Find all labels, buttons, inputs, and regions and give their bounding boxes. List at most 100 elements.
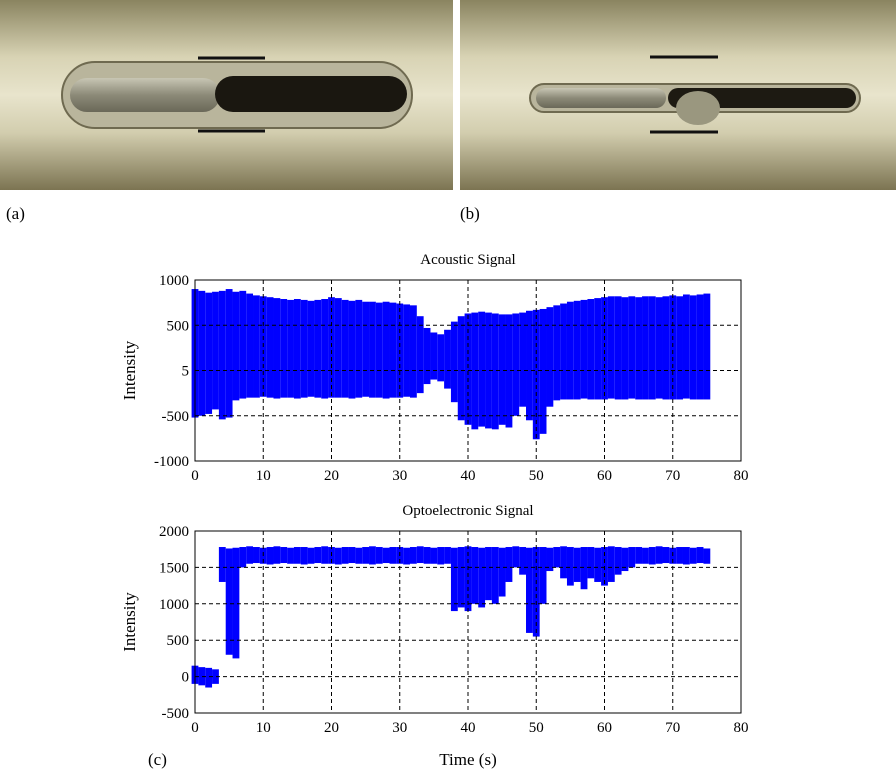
signal-band bbox=[266, 297, 274, 398]
signal-band bbox=[464, 313, 472, 425]
signal-band bbox=[614, 547, 622, 575]
signal-band bbox=[273, 298, 281, 399]
signal-band bbox=[457, 316, 465, 421]
signal-band bbox=[253, 547, 260, 564]
signal-band bbox=[293, 547, 301, 564]
panel-label: (b) bbox=[460, 204, 480, 223]
panel-label: (c) bbox=[148, 750, 167, 769]
signal-band bbox=[560, 303, 567, 400]
signal-band bbox=[703, 293, 711, 400]
signal-band bbox=[375, 547, 383, 564]
signal-band bbox=[307, 547, 315, 564]
signal-band bbox=[450, 321, 458, 403]
y-tick-label: -500 bbox=[162, 409, 190, 425]
signal-band bbox=[491, 313, 499, 430]
signal-band bbox=[218, 547, 226, 582]
y-tick-label: 0 bbox=[182, 670, 190, 686]
y-axis-label: Intensity bbox=[120, 340, 139, 400]
photo-a bbox=[0, 0, 453, 190]
signal-band bbox=[642, 296, 649, 400]
signal-band bbox=[505, 314, 513, 428]
signal-band bbox=[655, 546, 663, 564]
signal-band bbox=[328, 297, 335, 398]
signal-band bbox=[485, 547, 492, 601]
signal-band bbox=[341, 299, 349, 398]
signal-band bbox=[532, 547, 540, 637]
signal-band bbox=[512, 546, 520, 568]
x-tick-label: 80 bbox=[734, 720, 749, 736]
signal-band bbox=[635, 547, 643, 564]
signal-band bbox=[662, 296, 670, 400]
signal-band bbox=[471, 547, 479, 604]
signal-band bbox=[478, 311, 486, 427]
x-tick-label: 30 bbox=[392, 720, 407, 736]
y-tick-label: 500 bbox=[167, 633, 190, 649]
signal-band bbox=[689, 547, 697, 564]
y-tick-label: 2000 bbox=[159, 524, 189, 540]
signal-band bbox=[491, 547, 499, 604]
signal-band bbox=[546, 307, 554, 407]
x-tick-label: 40 bbox=[461, 720, 476, 736]
signal-band bbox=[246, 546, 254, 564]
signal-band bbox=[300, 547, 308, 565]
signal-band bbox=[505, 547, 513, 582]
signal-band bbox=[423, 327, 431, 385]
signal-band bbox=[321, 299, 329, 399]
signal-band bbox=[287, 299, 294, 398]
x-tick-label: 20 bbox=[324, 468, 339, 484]
signal-band bbox=[573, 300, 581, 400]
y-tick-label: -1000 bbox=[154, 454, 189, 470]
signal-band bbox=[444, 329, 451, 389]
x-tick-label: 50 bbox=[529, 468, 544, 484]
signal-band bbox=[225, 289, 233, 418]
signal-band bbox=[218, 290, 226, 420]
y-tick-label: 500 bbox=[167, 318, 190, 334]
signal-band bbox=[594, 547, 602, 582]
chart-title: Optoelectronic Signal bbox=[402, 503, 533, 519]
signal-band bbox=[321, 546, 329, 564]
signal-band bbox=[266, 547, 274, 565]
signal-band bbox=[655, 297, 663, 399]
signal-band bbox=[280, 547, 288, 564]
signal-band bbox=[280, 299, 288, 398]
y-tick-label: 1000 bbox=[159, 273, 189, 289]
signal-band bbox=[314, 547, 322, 564]
x-tick-label: 70 bbox=[665, 468, 680, 484]
x-axis-label: Time (s) bbox=[439, 750, 496, 769]
signal-band bbox=[580, 547, 588, 590]
signal-band bbox=[642, 547, 649, 564]
signal-band bbox=[348, 300, 356, 399]
signal-band bbox=[416, 546, 424, 564]
signal-band bbox=[471, 312, 479, 430]
signal-band bbox=[409, 547, 417, 564]
signal-band bbox=[375, 302, 383, 398]
signal-band bbox=[539, 308, 547, 434]
signal-band bbox=[300, 299, 308, 398]
x-tick-label: 60 bbox=[597, 720, 612, 736]
signal-band bbox=[580, 299, 588, 399]
signal-band bbox=[526, 547, 533, 633]
signal-band bbox=[539, 547, 547, 604]
signal-band bbox=[369, 546, 376, 565]
x-tick-label: 10 bbox=[256, 720, 271, 736]
chart-title: Acoustic Signal bbox=[420, 252, 515, 268]
x-tick-label: 80 bbox=[734, 468, 749, 484]
signal-band bbox=[553, 305, 561, 401]
signal-band bbox=[607, 296, 615, 399]
y-axis-label: Intensity bbox=[120, 592, 139, 652]
signal-band bbox=[246, 293, 254, 398]
signal-band bbox=[382, 301, 390, 399]
signal-band bbox=[457, 547, 465, 608]
signal-band bbox=[689, 295, 697, 400]
signal-band bbox=[293, 299, 301, 399]
signal-band bbox=[594, 298, 602, 400]
signal-band bbox=[526, 310, 533, 421]
signal-band bbox=[403, 304, 410, 397]
signal-band bbox=[430, 332, 438, 380]
signal-band bbox=[444, 547, 451, 564]
signal-band bbox=[198, 290, 206, 416]
signal-band bbox=[334, 547, 342, 565]
signal-band bbox=[416, 316, 424, 394]
